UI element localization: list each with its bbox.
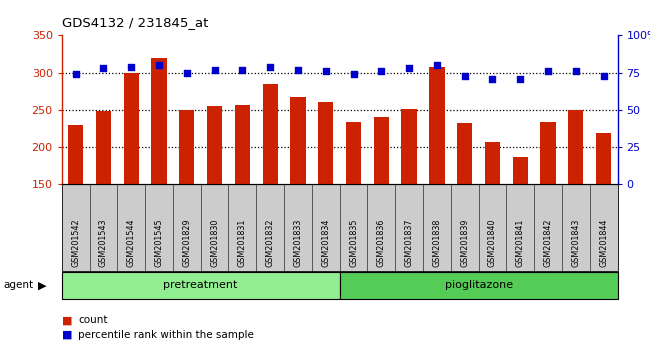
Text: GSM201837: GSM201837: [404, 219, 413, 267]
Point: [98, 65, 109, 71]
Bar: [96, 111, 111, 184]
Point: [209, 67, 220, 73]
Bar: [318, 102, 333, 184]
Bar: [346, 122, 361, 184]
Text: GSM201543: GSM201543: [99, 219, 108, 267]
Text: GSM201544: GSM201544: [127, 219, 136, 267]
Text: pretreatment: pretreatment: [164, 280, 238, 290]
Text: ■: ■: [62, 315, 72, 325]
Point: [154, 62, 164, 68]
Text: GSM201844: GSM201844: [599, 219, 608, 267]
Bar: [429, 67, 445, 184]
Point: [348, 71, 359, 77]
Text: percentile rank within the sample: percentile rank within the sample: [78, 330, 254, 339]
Bar: [151, 58, 166, 184]
Text: GSM201542: GSM201542: [71, 219, 80, 267]
Bar: [513, 157, 528, 184]
Text: ▶: ▶: [38, 280, 46, 290]
Text: agent: agent: [3, 280, 33, 290]
Text: count: count: [78, 315, 107, 325]
Text: GSM201838: GSM201838: [432, 219, 441, 267]
Text: GSM201829: GSM201829: [182, 219, 191, 267]
Point: [404, 65, 414, 71]
Text: GSM201834: GSM201834: [321, 219, 330, 267]
Text: GSM201836: GSM201836: [377, 219, 386, 267]
Text: GSM201832: GSM201832: [266, 219, 275, 267]
Text: GSM201545: GSM201545: [155, 219, 164, 267]
Point: [460, 73, 470, 78]
Point: [265, 64, 276, 69]
Point: [599, 73, 609, 78]
Bar: [235, 104, 250, 184]
Bar: [68, 125, 83, 184]
Point: [70, 71, 81, 77]
Text: GSM201841: GSM201841: [515, 219, 525, 267]
Point: [515, 76, 525, 81]
Bar: [485, 142, 500, 184]
Text: GSM201839: GSM201839: [460, 219, 469, 267]
Point: [237, 67, 248, 73]
Bar: [179, 110, 194, 184]
Point: [543, 68, 553, 74]
Bar: [374, 117, 389, 184]
Point: [571, 68, 581, 74]
Text: GSM201843: GSM201843: [571, 219, 580, 267]
Text: GSM201835: GSM201835: [349, 219, 358, 267]
Point: [488, 76, 498, 81]
Point: [320, 68, 331, 74]
Text: GSM201833: GSM201833: [293, 219, 302, 267]
Point: [181, 70, 192, 75]
Text: GSM201830: GSM201830: [210, 219, 219, 267]
Text: GDS4132 / 231845_at: GDS4132 / 231845_at: [62, 16, 208, 29]
Bar: [207, 106, 222, 184]
Text: GSM201831: GSM201831: [238, 219, 247, 267]
Bar: [263, 84, 278, 184]
Text: pioglitazone: pioglitazone: [445, 280, 513, 290]
Bar: [291, 97, 306, 184]
Bar: [596, 133, 611, 184]
Bar: [124, 73, 139, 184]
Text: GSM201842: GSM201842: [543, 219, 552, 267]
Bar: [402, 109, 417, 184]
Text: ■: ■: [62, 330, 72, 339]
Bar: [540, 122, 556, 184]
Point: [432, 62, 442, 68]
Point: [292, 67, 303, 73]
Point: [126, 64, 136, 69]
Bar: [457, 123, 473, 184]
Text: GSM201840: GSM201840: [488, 219, 497, 267]
Point: [376, 68, 387, 74]
Bar: [568, 110, 584, 184]
